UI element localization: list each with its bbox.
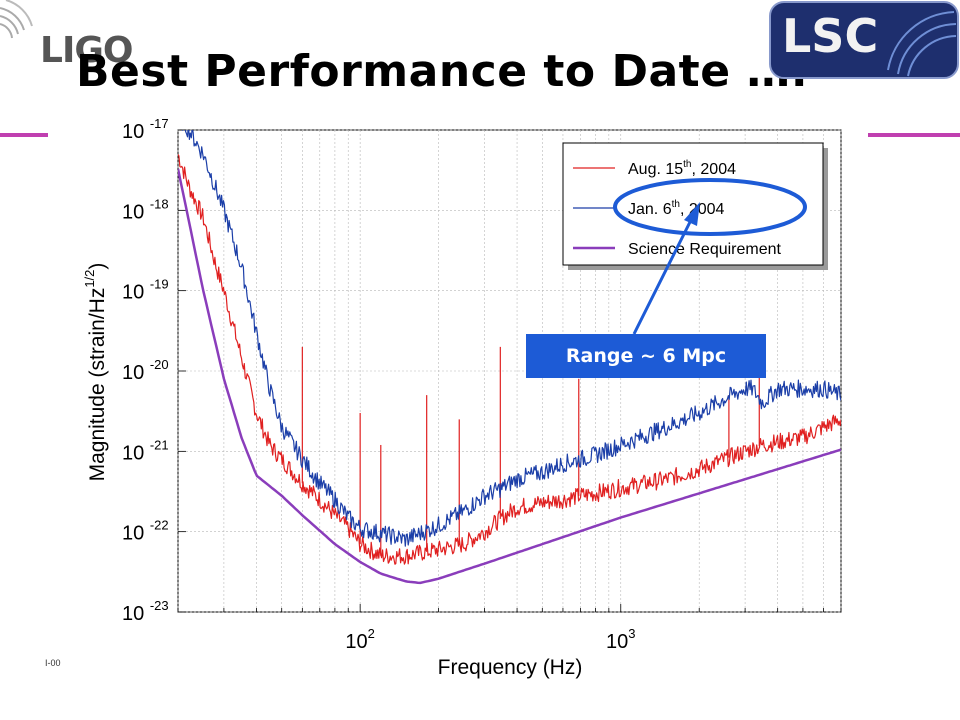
x-tick-label: 103 [606,626,635,653]
y-tick-labels: 10 -17 10 -18 10 -19 10 -20 10 -21 10 -22 10 -… [122,116,169,625]
series-line-0 [178,154,841,565]
y-tick-label: 10 -20 [122,357,169,384]
y-axis-label: Magnitude (strain/Hz1/2) [82,263,109,482]
series-line-2 [178,168,841,585]
legend-label-2: Science Requirement [628,241,782,258]
y-tick-label: 10 -22 [122,518,169,545]
axis-ticks [177,129,842,613]
lsc-logo: LSC [769,1,959,79]
series-line-1 [182,130,841,547]
y-tick-label: 10 -19 [122,277,169,304]
ligo-logo: LIGO [40,30,133,71]
footer-code: I-00 [45,658,61,668]
y-tick-label: 10 -21 [122,437,169,464]
slide-title: Best Performance to Date …. [76,46,809,97]
legend-box [562,142,824,266]
x-tick-labels: 102 103 [345,626,635,653]
legend-label-0: Aug. 15th, 2004 [628,159,736,178]
lsc-logo-text: LSC [782,9,878,63]
series-lines [178,130,841,585]
y-tick-label: 10 -18 [122,196,169,223]
y-tick-label: 10 -17 [122,116,169,143]
callout-arrow [632,217,694,335]
accent-rule-right [868,133,960,137]
callout-arrow-head [684,202,700,226]
ligo-arcs-graphic [0,0,33,39]
x-axis-label: Frequency (Hz) [438,656,583,679]
range-callout: Range ~ 6 Mpc [526,334,766,378]
accent-rule-left [0,133,48,137]
y-tick-label: 10 -23 [122,598,169,625]
callout-highlight-ellipse [613,178,807,236]
x-tick-label: 102 [345,626,374,653]
